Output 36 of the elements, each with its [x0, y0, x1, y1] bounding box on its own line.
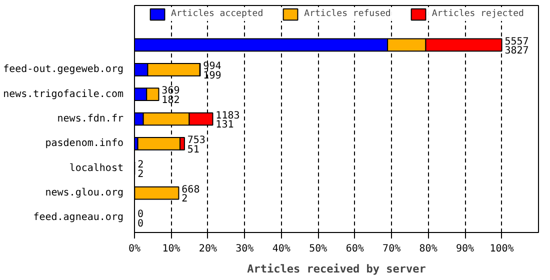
x-tick-label: 10% [162, 244, 180, 254]
annotation: 2 [138, 160, 144, 171]
x-axis-title: Articles received by server [247, 262, 426, 276]
x-tick-label: 40% [272, 244, 290, 254]
annotation: 0 [137, 209, 144, 220]
annotation: 369 [162, 86, 180, 97]
legend-label: Articles accepted [171, 8, 264, 20]
annotation: 2 [138, 169, 144, 180]
y-tick-label: news.fdn.fr [57, 114, 124, 124]
annotation: 131 [216, 120, 234, 131]
y-tick-label: feed.agneau.org [33, 212, 124, 224]
x-tick-label: 90% [456, 244, 474, 254]
x-tick-label: 70% [382, 244, 401, 254]
annotation: 3827 [504, 46, 529, 57]
annotation: 0 [137, 218, 144, 230]
x-tick-label: 0% [128, 244, 141, 254]
annotation: 668 [182, 184, 200, 196]
x-tick-label: 20% [198, 244, 217, 254]
legend-label: Articles refused [304, 8, 391, 20]
y-tick-label: feed-out.gegeweb.org [3, 64, 124, 76]
x-tick-label: 50% [309, 244, 328, 254]
x-tick-label: 100% [490, 244, 514, 254]
x-tick-label: 80% [419, 244, 438, 254]
x-tick-label: 60% [346, 244, 364, 254]
y-tick-label: news.glou.org [45, 188, 124, 199]
annotation: 1183 [216, 110, 240, 122]
y-tick-label: news.trigofacile.com [3, 88, 124, 100]
y-tick-label: pasdenom.info [45, 138, 124, 150]
annotation: 199 [203, 70, 222, 82]
annotation: 51 [187, 144, 200, 156]
annotation: 753 [187, 134, 206, 146]
legend-label: Articles rejected [432, 8, 524, 20]
annotation: 5557 [504, 36, 529, 48]
x-tick-label: 30% [236, 244, 254, 254]
y-tick-label: localhost [69, 162, 124, 174]
annotation: 2 [182, 194, 188, 205]
